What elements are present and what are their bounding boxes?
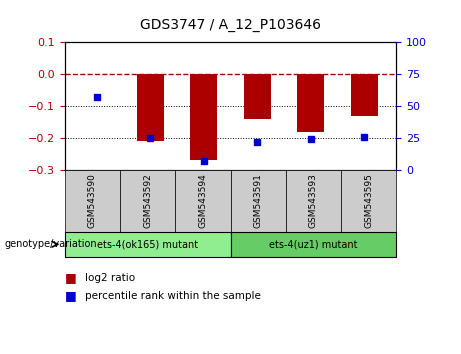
Text: GSM543595: GSM543595 [364,173,373,228]
Bar [351,74,378,116]
Text: genotype/variation: genotype/variation [5,239,97,249]
Text: GSM543591: GSM543591 [254,173,263,228]
Text: GSM543590: GSM543590 [88,173,97,228]
Text: GSM543592: GSM543592 [143,173,152,228]
Bar [190,74,217,160]
Bar [137,74,164,141]
Text: percentile rank within the sample: percentile rank within the sample [85,291,261,301]
Text: ets-4(uz1) mutant: ets-4(uz1) mutant [269,239,358,249]
Text: ■: ■ [65,272,76,284]
Bar [244,74,271,119]
Text: ■: ■ [65,289,76,302]
Text: log2 ratio: log2 ratio [85,273,136,283]
Text: GSM543593: GSM543593 [309,173,318,228]
Bar [297,74,324,132]
Text: GSM543594: GSM543594 [198,173,207,228]
Text: ets-4(ok165) mutant: ets-4(ok165) mutant [97,239,198,249]
Text: GDS3747 / A_12_P103646: GDS3747 / A_12_P103646 [140,18,321,32]
